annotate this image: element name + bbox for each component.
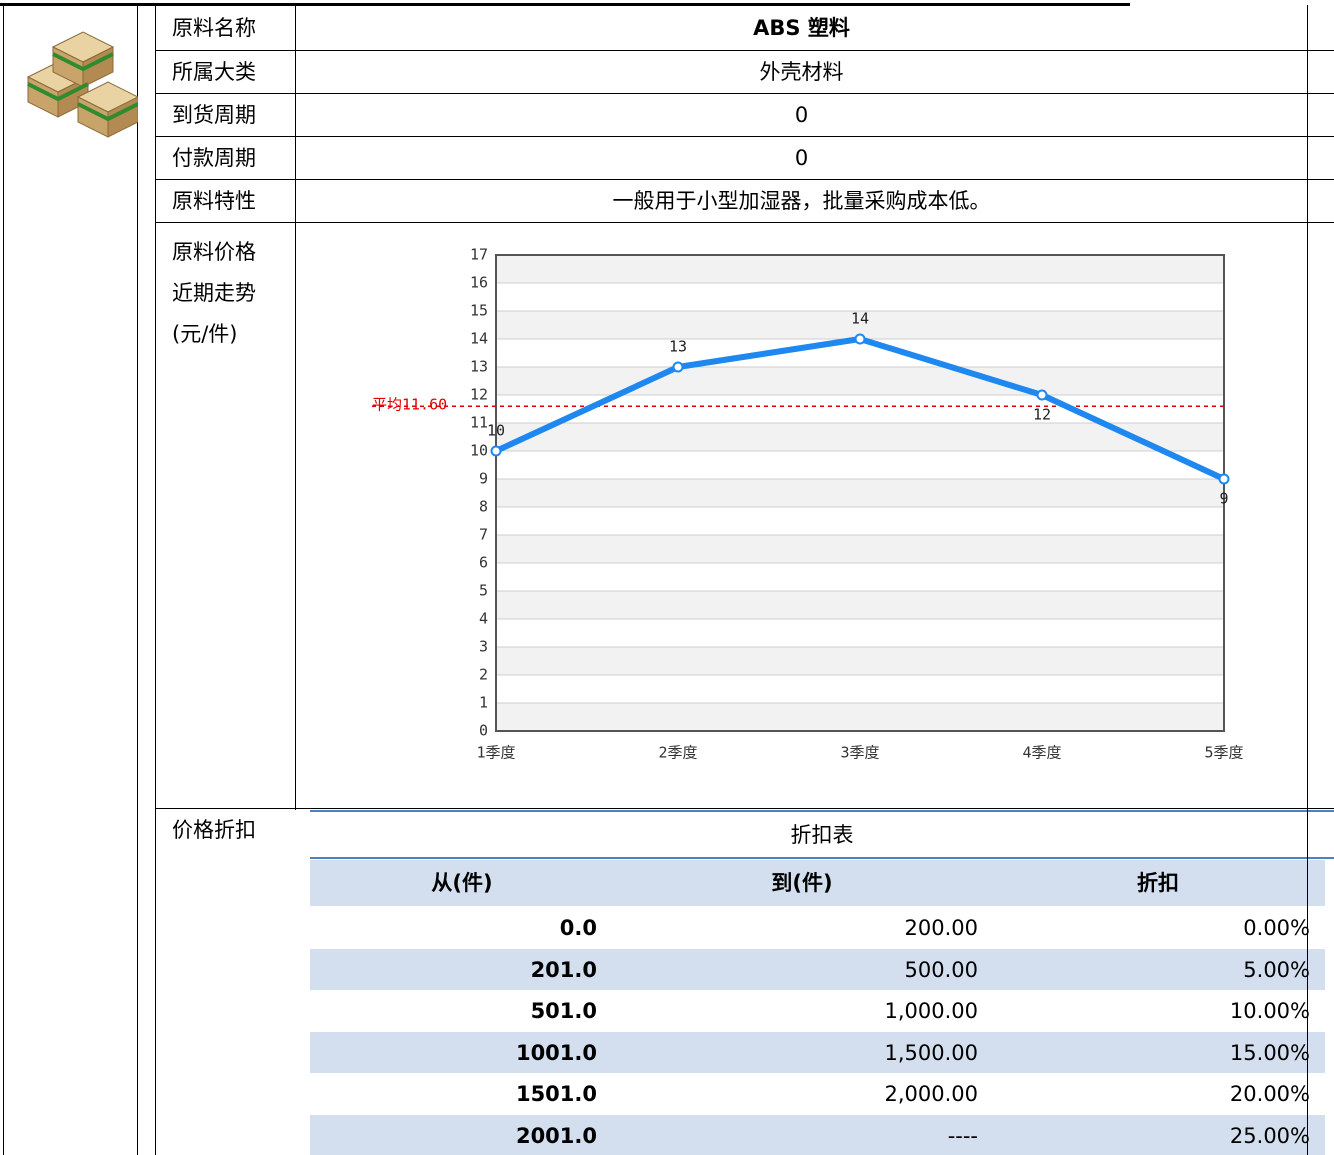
average-label: 平均11.60 xyxy=(372,396,447,414)
cell: 200.00 xyxy=(728,916,978,940)
materials-icon xyxy=(18,22,138,152)
row-border xyxy=(155,222,1334,223)
discount-label: 价格折扣 xyxy=(172,818,256,842)
x-tick-label: 3季度 xyxy=(840,744,879,762)
data-label: 13 xyxy=(669,338,687,356)
cell: 5.00% xyxy=(1060,958,1310,982)
y-tick-label: 17 xyxy=(470,246,488,264)
x-tick-label: 1季度 xyxy=(476,744,515,762)
y-tick-label: 2 xyxy=(479,666,488,684)
grid-band xyxy=(496,535,1224,563)
label-cell: 到货周期 xyxy=(172,103,256,127)
grid-band xyxy=(496,591,1224,619)
point xyxy=(674,363,683,372)
y-tick-label: 10 xyxy=(470,442,488,460)
grid-band xyxy=(496,479,1224,507)
column-header: 到(件) xyxy=(702,871,902,895)
y-tick-label: 16 xyxy=(470,274,488,292)
y-tick-label: 1 xyxy=(479,694,488,712)
y-tick-label: 13 xyxy=(470,358,488,376)
y-tick-label: 0 xyxy=(479,722,488,740)
point xyxy=(492,447,501,456)
x-tick-label: 4季度 xyxy=(1022,744,1061,762)
cell: 0.00% xyxy=(1060,916,1310,940)
grid-band xyxy=(496,703,1224,731)
border xyxy=(137,5,138,1155)
y-tick-label: 8 xyxy=(479,498,488,516)
y-tick-label: 7 xyxy=(479,526,488,544)
row-border xyxy=(155,179,1334,180)
point xyxy=(1220,475,1229,484)
x-tick-label: 2季度 xyxy=(658,744,697,762)
rule xyxy=(310,810,1334,812)
label-cell: 付款周期 xyxy=(172,146,256,170)
y-tick-label: 14 xyxy=(470,330,488,348)
cell: 20.00% xyxy=(1060,1082,1310,1106)
point xyxy=(856,335,865,344)
line xyxy=(496,339,1224,479)
border xyxy=(3,5,4,1155)
value-cell: 一般用于小型加湿器，批量采购成本低。 xyxy=(296,189,1307,213)
data-label: 10 xyxy=(487,422,505,440)
top-border xyxy=(0,3,1130,6)
cell: 1,500.00 xyxy=(728,1041,978,1065)
price-label-line: 近期走势 xyxy=(172,273,256,314)
value-cell: 0 xyxy=(296,146,1307,170)
row-border xyxy=(155,136,1334,137)
cell: 500.00 xyxy=(728,958,978,982)
cell: 2,000.00 xyxy=(728,1082,978,1106)
cell: 25.00% xyxy=(1060,1124,1310,1148)
cell: 1501.0 xyxy=(347,1082,597,1106)
label-cell: 原料名称 xyxy=(172,16,256,40)
label-cell: 所属大类 xyxy=(172,60,256,84)
y-tick-label: 9 xyxy=(479,470,488,488)
cell: 1001.0 xyxy=(347,1041,597,1065)
cell: 1,000.00 xyxy=(728,999,978,1023)
grid-band xyxy=(496,255,1224,283)
cell: 2001.0 xyxy=(347,1124,597,1148)
value-cell: ABS 塑料 xyxy=(296,16,1307,40)
y-tick-label: 4 xyxy=(479,610,488,628)
border xyxy=(155,5,156,1155)
price-label: 原料价格 近期走势 (元/件) xyxy=(172,232,256,355)
column-header: 折扣 xyxy=(1058,871,1258,895)
point xyxy=(1038,391,1047,400)
price-label-line: 原料价格 xyxy=(172,232,256,273)
row-border xyxy=(155,808,1334,809)
y-tick-label: 11 xyxy=(470,414,488,432)
rule xyxy=(310,857,1334,859)
y-tick-label: 6 xyxy=(479,554,488,572)
column-header: 从(件) xyxy=(362,871,562,895)
price-label-line: (元/件) xyxy=(172,314,256,355)
data-label: 12 xyxy=(1033,406,1051,424)
value-cell: 外壳材料 xyxy=(296,60,1307,84)
row-border xyxy=(155,50,1334,51)
label-cell: 原料特性 xyxy=(172,189,256,213)
border xyxy=(1307,810,1308,1155)
page: 原料价格 近期走势 (元/件) 012345678910111213141516… xyxy=(0,0,1334,1155)
data-label: 9 xyxy=(1219,490,1228,508)
cell: 10.00% xyxy=(1060,999,1310,1023)
value-cell: 0 xyxy=(296,103,1307,127)
y-tick-label: 12 xyxy=(470,386,488,404)
y-tick-label: 15 xyxy=(470,302,488,320)
y-tick-label: 3 xyxy=(479,638,488,656)
cell: ---- xyxy=(728,1124,978,1148)
discount-title: 折扣表 xyxy=(310,823,1334,847)
data-label: 14 xyxy=(851,310,869,328)
x-tick-label: 5季度 xyxy=(1204,744,1243,762)
grid-band xyxy=(496,367,1224,395)
y-tick-label: 5 xyxy=(479,582,488,600)
row-border xyxy=(155,93,1334,94)
grid-band xyxy=(496,647,1224,675)
cell: 201.0 xyxy=(347,958,597,982)
cell: 15.00% xyxy=(1060,1041,1310,1065)
cell: 0.0 xyxy=(347,916,597,940)
cell: 501.0 xyxy=(347,999,597,1023)
